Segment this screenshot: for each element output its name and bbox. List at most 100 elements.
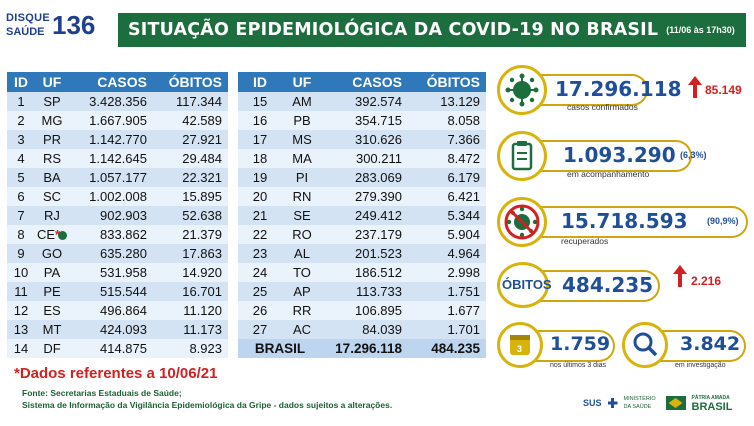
magnifier-icon [633, 332, 658, 357]
cell-uf: DF [35, 339, 69, 358]
confirmed-card: 17.296.118 casos confirmados 85.149 [495, 62, 750, 118]
table-row: 3 PR 1.142.770 27.921 [7, 130, 228, 149]
logo-number: 136 [52, 10, 96, 40]
total-deaths: 484.235 [408, 339, 486, 358]
cell-uf: RN [282, 187, 322, 206]
cell-deaths: 4.964 [408, 244, 486, 263]
table-row: 6 SC 1.002.008 15.895 [7, 187, 228, 206]
cell-deaths: 11.173 [153, 320, 228, 339]
cell-cases: 1.057.177 [69, 168, 153, 187]
logo-line1: DISQUE [6, 12, 50, 24]
cell-cases: 531.958 [69, 263, 153, 282]
recovered-card: 15.718.593 (90,9%) recuperados [495, 194, 750, 250]
cell-cases: 496.864 [69, 301, 153, 320]
cell-deaths: 1.677 [408, 301, 486, 320]
cell-id: 13 [7, 320, 35, 339]
ce-note-marker: * [55, 227, 60, 242]
cell-deaths: 52.638 [153, 206, 228, 225]
cell-id: 14 [7, 339, 35, 358]
cell-cases: 1.002.008 [69, 187, 153, 206]
cell-id: 19 [238, 168, 282, 187]
source-line1: Fonte: Secretarias Estaduais de Saúde; [22, 388, 182, 398]
cell-id: 24 [238, 263, 282, 282]
header-id: ID [7, 72, 35, 92]
page-title: SITUAÇÃO EPIDEMIOLÓGICA DA COVID-19 NO B… [128, 20, 659, 40]
table-row: 22 RO 237.179 5.904 [238, 225, 486, 244]
cell-id: 4 [7, 149, 35, 168]
table-row: 7 RJ 902.903 52.638 [7, 206, 228, 225]
calendar-icon [510, 335, 530, 355]
cell-id: 18 [238, 149, 282, 168]
table-row: 10 PA 531.958 14.920 [7, 263, 228, 282]
clipboard-icon [497, 131, 547, 181]
cell-uf: AP [282, 282, 322, 301]
table-row: 14 DF 414.875 8.923 [7, 339, 228, 358]
table-row: 2 MG 1.667.905 42.589 [7, 111, 228, 130]
table-row: 15 AM 392.574 13.129 [238, 92, 486, 111]
cell-deaths: 1.701 [408, 320, 486, 339]
cell-deaths: 5.344 [408, 206, 486, 225]
cell-cases: 237.179 [322, 225, 408, 244]
table-row: 9 GO 635.280 17.863 [7, 244, 228, 263]
arrow-up-icon [673, 265, 687, 287]
states-table-right: ID UF CASOS ÓBITOS 15 AM 392.574 13.129 16 PB… [238, 72, 486, 358]
cell-cases: 310.626 [322, 130, 408, 149]
cell-uf: MA [282, 149, 322, 168]
investigation-label: em investigação [675, 362, 726, 369]
cell-id: 9 [7, 244, 35, 263]
cell-uf: PB [282, 111, 322, 130]
table-row: 13 MT 424.093 11.173 [7, 320, 228, 339]
gov-logo: PÁTRIA AMADA BRASIL [692, 394, 733, 413]
recent-deaths-card: 3 1.759 nos últimos 3 dias [495, 320, 620, 372]
total-row: BRASIL 17.296.118 484.235 [238, 339, 486, 358]
cell-uf: BA [35, 168, 69, 187]
monitoring-value: 1.093.290 [563, 143, 676, 167]
monitoring-card: 1.093.290 (6,3%) em acompanhamento [495, 128, 750, 184]
cell-uf: AL [282, 244, 322, 263]
table-row: 24 TO 186.512 2.998 [238, 263, 486, 282]
cell-cases: 201.523 [322, 244, 408, 263]
investigation-value: 3.842 [680, 333, 741, 355]
calendar-circle: 3 [497, 322, 543, 368]
recovered-label: recuperados [561, 236, 609, 246]
cell-uf: ES [35, 301, 69, 320]
cell-deaths: 8.923 [153, 339, 228, 358]
table-header-row: ID UF CASOS ÓBITOS [7, 72, 228, 92]
cell-uf: AM [282, 92, 322, 111]
magnifier-circle [622, 322, 668, 368]
arrow-up-icon [688, 76, 702, 98]
cell-deaths: 117.344 [153, 92, 228, 111]
cell-cases: 833.862 [69, 225, 153, 244]
recovered-value: 15.718.593 [561, 209, 688, 233]
virus-dot-icon [58, 231, 68, 241]
cell-id: 5 [7, 168, 35, 187]
cell-deaths: 11.120 [153, 301, 228, 320]
cell-cases: 283.069 [322, 168, 408, 187]
calendar-badge: 3 [517, 344, 523, 354]
confirmed-value: 17.296.118 [555, 77, 682, 101]
cell-uf: RJ [35, 206, 69, 225]
cell-cases: 424.093 [69, 320, 153, 339]
ministry-logo: MINISTÉRIO DA SAÚDE [623, 396, 656, 410]
confirmed-label: casos confirmados [567, 102, 638, 112]
table-row: 4 RS 1.142.645 29.484 [7, 149, 228, 168]
monitoring-pct: (6,3%) [680, 150, 707, 160]
cell-cases: 186.512 [322, 263, 408, 282]
total-label: BRASIL [238, 339, 322, 358]
cell-id: 10 [7, 263, 35, 282]
cell-cases: 106.895 [322, 301, 408, 320]
deaths-delta: 2.216 [691, 274, 722, 288]
cell-id: 15 [238, 92, 282, 111]
table-row: 25 AP 113.733 1.751 [238, 282, 486, 301]
cell-id: 12 [7, 301, 35, 320]
cell-deaths: 8.472 [408, 149, 486, 168]
cell-cases: 1.142.645 [69, 149, 153, 168]
cell-cases: 3.428.356 [69, 92, 153, 111]
logo-line2: SAÚDE [6, 26, 45, 38]
footer-logos: SUS MINISTÉRIO DA SAÚDE PÁTRIA AMADA BRA… [583, 392, 732, 414]
cell-uf: GO [35, 244, 69, 263]
cell-deaths: 16.701 [153, 282, 228, 301]
header-deaths: ÓBITOS [408, 72, 486, 92]
header-deaths: ÓBITOS [153, 72, 228, 92]
deaths-value: 484.235 [562, 273, 654, 297]
